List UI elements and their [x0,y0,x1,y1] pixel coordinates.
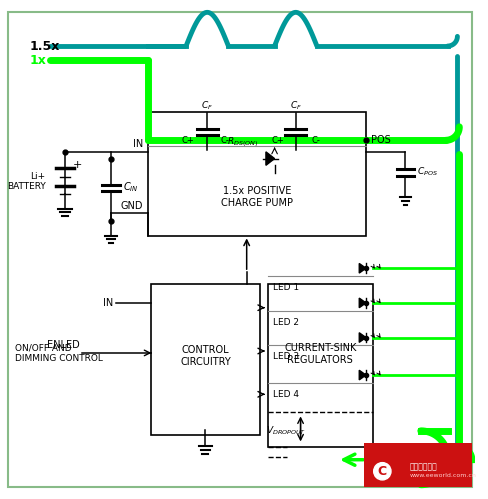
Bar [151,283,260,435]
Text: ON/OFF AND
DIMMING CONTROL: ON/OFF AND DIMMING CONTROL [15,343,102,363]
Polygon shape [359,263,366,273]
Bar [364,444,472,487]
Text: LED 4: LED 4 [273,390,299,399]
Polygon shape [266,152,275,165]
Text: C-: C- [311,136,321,145]
Text: C+: C+ [182,136,194,145]
Text: LED 2: LED 2 [273,318,299,327]
Polygon shape [359,298,366,308]
Text: GND: GND [120,201,143,211]
Text: www.eeworld.com.cn: www.eeworld.com.cn [409,473,476,478]
Text: $C_{IN}$: $C_{IN}$ [122,181,138,194]
Text: 1.5x: 1.5x [29,39,60,52]
Text: CONTROL
CIRCUITRY: CONTROL CIRCUITRY [181,345,231,367]
Text: CURRENT-SINK
REGULATORS: CURRENT-SINK REGULATORS [284,343,356,365]
Text: $C_F$: $C_F$ [201,99,213,112]
Text: Li+
BATTERY: Li+ BATTERY [7,172,45,192]
Text: +: + [73,160,82,170]
Polygon shape [359,333,366,342]
Text: C+: C+ [271,136,284,145]
Text: IN: IN [133,139,143,149]
Text: $C_{POS}$: $C_{POS}$ [417,166,438,178]
Bar [268,283,373,447]
Text: $R_{DS(ON)}$: $R_{DS(ON)}$ [227,135,259,149]
Text: C: C [378,465,387,478]
Text: $C_F$: $C_F$ [290,99,302,112]
Text: 电子工程世界: 电子工程世界 [409,462,437,471]
Text: $V_{DROPOUT}$: $V_{DROPOUT}$ [266,425,306,437]
Circle shape [374,463,391,480]
Text: IN: IN [102,298,113,308]
Bar [147,112,366,236]
Text: LED 1: LED 1 [273,283,299,292]
Text: C-: C- [220,136,229,145]
Text: 1.5x POSITIVE
CHARGE PUMP: 1.5x POSITIVE CHARGE PUMP [221,186,293,208]
Text: ENLED: ENLED [47,340,80,350]
Polygon shape [359,370,366,380]
Text: POS: POS [371,135,390,145]
Text: LED 3: LED 3 [273,352,299,361]
Text: 1x: 1x [29,54,46,67]
